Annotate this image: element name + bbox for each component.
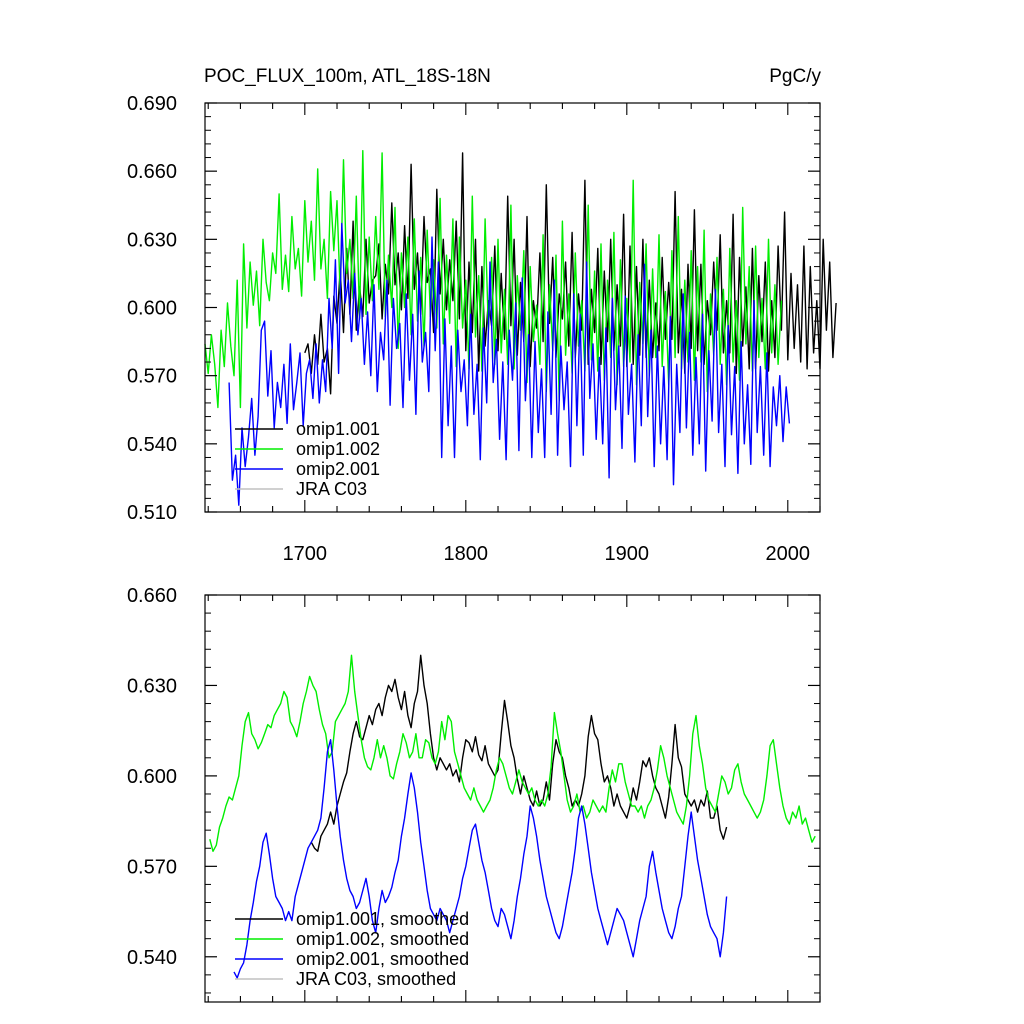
y-tick-label: 0.630 — [127, 229, 177, 251]
series-line-omip2-001 — [228, 222, 791, 506]
chart-title: POC_FLUX_100m, ATL_18S-18N — [204, 66, 491, 87]
plot-frame — [204, 594, 821, 1003]
units-label: PgC/y — [769, 66, 821, 87]
bottom-panel: 0.540 0.570 0.600 0.630 0.660 omip1.001, smoo… — [127, 585, 821, 1003]
legend-label: omip2.001 — [296, 459, 380, 479]
legend-label: omip2.001, smoothed — [296, 949, 469, 969]
y-tick-label: 0.570 — [127, 366, 177, 388]
series-line-omip1-001 — [310, 654, 728, 852]
legend-label: JRA C03, smoothed — [296, 969, 456, 989]
y-tick-label: 0.510 — [127, 502, 177, 524]
y-tick-label: 0.600 — [127, 298, 177, 320]
legend-label: JRA C03 — [296, 479, 367, 499]
series-line-omip1-002 — [209, 654, 816, 852]
y-tick-label: 0.540 — [127, 434, 177, 456]
legend-label: omip1.001, smoothed — [296, 909, 469, 929]
legend-label: omip1.002, smoothed — [296, 929, 469, 949]
x-tick-label: 2000 — [766, 543, 811, 565]
top-panel: 0.510 0.540 0.570 0.600 0.630 0.660 0.690 1700 1… — [127, 93, 837, 565]
y-tick-label: 0.660 — [127, 161, 177, 183]
y-tick-label: 0.600 — [127, 766, 177, 788]
y-tick-label: 0.570 — [127, 856, 177, 878]
x-tick-label: 1900 — [605, 543, 650, 565]
x-tick-label: 1700 — [283, 543, 328, 565]
series-line-omip1-002 — [204, 149, 783, 409]
series-line-omip2-001 — [233, 739, 728, 979]
x-tick-label: 1800 — [444, 543, 489, 565]
y-tick-label: 0.540 — [127, 947, 177, 969]
legend-label: omip1.001 — [296, 419, 380, 439]
y-tick-label: 0.660 — [127, 585, 177, 607]
y-tick-label: 0.690 — [127, 93, 177, 115]
y-tick-label: 0.630 — [127, 675, 177, 697]
legend-label: omip1.002 — [296, 439, 380, 459]
